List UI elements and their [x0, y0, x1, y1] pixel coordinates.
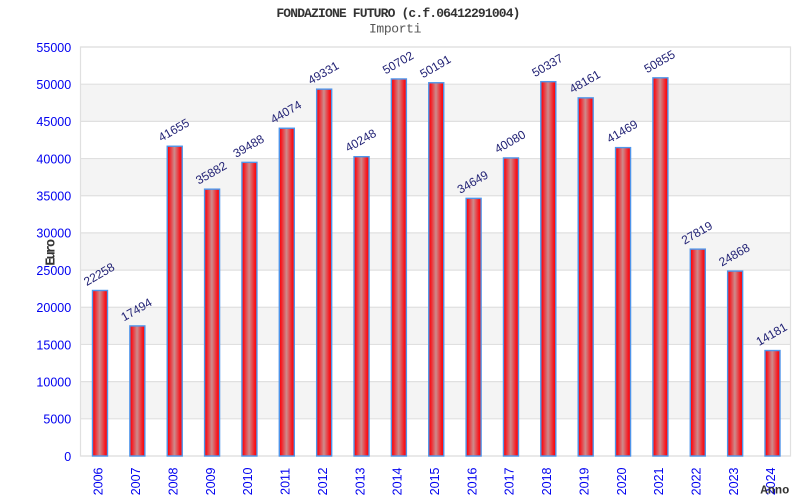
svg-text:2007: 2007 [129, 467, 143, 495]
svg-text:15000: 15000 [36, 338, 71, 352]
svg-text:2014: 2014 [391, 467, 405, 495]
svg-text:20000: 20000 [36, 301, 71, 315]
svg-text:FONDAZIONE FUTURO (c.f.0641229: FONDAZIONE FUTURO (c.f.06412291004) [276, 6, 519, 21]
svg-text:Anno: Anno [761, 484, 790, 498]
svg-text:2017: 2017 [503, 467, 517, 495]
svg-text:2023: 2023 [727, 467, 741, 495]
svg-text:2018: 2018 [540, 467, 554, 495]
svg-text:0: 0 [64, 450, 71, 464]
svg-text:45000: 45000 [36, 115, 71, 129]
svg-text:2016: 2016 [465, 467, 479, 495]
svg-text:2009: 2009 [204, 467, 218, 495]
svg-text:5000: 5000 [43, 413, 71, 427]
svg-text:30000: 30000 [36, 227, 71, 241]
svg-text:50000: 50000 [36, 78, 71, 92]
svg-text:2012: 2012 [316, 467, 330, 495]
svg-text:25000: 25000 [36, 264, 71, 278]
svg-text:55000: 55000 [36, 41, 71, 55]
svg-text:2021: 2021 [652, 467, 666, 495]
svg-text:2011: 2011 [279, 468, 293, 495]
svg-text:2024: 2024 [764, 467, 778, 495]
svg-text:2013: 2013 [353, 467, 367, 495]
svg-text:35000: 35000 [36, 190, 71, 204]
svg-text:2006: 2006 [92, 467, 106, 495]
svg-text:2010: 2010 [241, 467, 255, 495]
svg-text:2008: 2008 [166, 467, 180, 495]
svg-text:2022: 2022 [690, 467, 704, 495]
svg-text:2020: 2020 [615, 467, 629, 495]
svg-text:40000: 40000 [36, 152, 71, 166]
svg-text:2015: 2015 [428, 467, 442, 495]
svg-text:10000: 10000 [36, 375, 71, 389]
svg-text:Importi: Importi [369, 22, 422, 37]
svg-text:2019: 2019 [577, 467, 591, 495]
svg-text:Euro: Euro [44, 239, 59, 266]
